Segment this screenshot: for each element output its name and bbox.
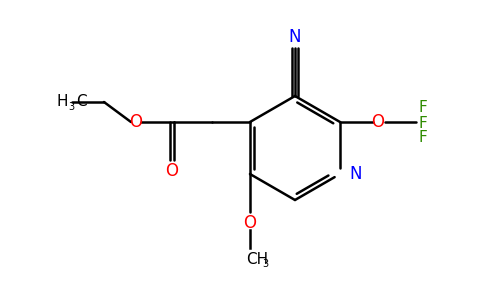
Text: CH: CH: [246, 251, 268, 266]
Text: 3: 3: [68, 102, 75, 112]
Text: N: N: [289, 28, 301, 46]
Text: O: O: [372, 113, 384, 131]
Text: O: O: [243, 214, 257, 232]
Text: O: O: [166, 162, 179, 180]
Text: F: F: [418, 130, 427, 145]
Text: C: C: [76, 94, 87, 110]
Text: H: H: [57, 94, 68, 110]
Text: N: N: [349, 165, 362, 183]
Text: O: O: [129, 113, 142, 131]
Text: F: F: [418, 100, 427, 116]
Text: 3: 3: [262, 259, 268, 269]
Text: F: F: [418, 116, 427, 130]
